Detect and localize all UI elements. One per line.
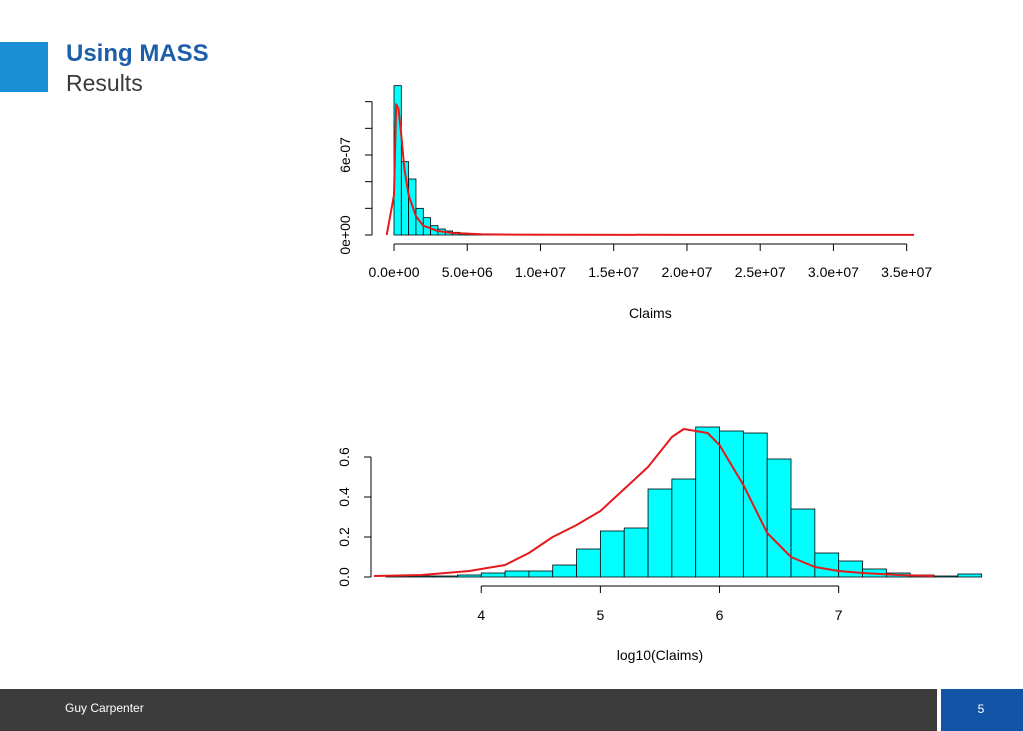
x-axis-label: log10(Claims) (617, 647, 703, 663)
slide-subtitle: Results (66, 70, 143, 96)
histogram-bar (671, 478, 697, 578)
accent-square (0, 42, 48, 92)
histogram-bar (457, 574, 482, 578)
x-tick-label: 5 (596, 607, 604, 623)
page-number: 5 (977, 702, 985, 716)
histogram-bar (933, 575, 959, 578)
x-tick-label: 2.0e+07 (661, 264, 712, 280)
histogram-bar (742, 432, 768, 578)
x-tick-label: 5.0e+06 (442, 264, 493, 280)
footer-bar: Guy Carpenter (0, 689, 937, 731)
x-tick-label: 2.5e+07 (735, 264, 786, 280)
footer-text: Guy Carpenter (65, 701, 144, 715)
histogram-charts: 0.0e+00 5.0e+06 1.0e+07 1.5e+07 2.0e+07 2.5e+… (336, 85, 983, 663)
density-curve (373, 428, 935, 577)
histogram-bar (695, 426, 720, 578)
histogram-bar (504, 570, 530, 578)
x-axis-label: Claims (629, 305, 672, 321)
y-tick-label: 6e-07 (337, 137, 353, 173)
histogram-bar (790, 508, 816, 578)
histogram-bar (433, 575, 458, 578)
x-tick-label: 4 (477, 607, 485, 623)
x-tick-label: 6 (716, 607, 724, 623)
x-tick-label: 3.5e+07 (881, 264, 932, 280)
histogram-bar (528, 570, 554, 578)
histogram-bar (552, 564, 577, 578)
y-tick-label: 0.4 (336, 487, 352, 507)
histogram-bar (957, 573, 983, 578)
page-number-box: 5 (941, 689, 1023, 731)
histogram-bar (838, 560, 863, 578)
histogram-bar (599, 530, 625, 578)
histogram-bar (480, 572, 506, 578)
y-tick-label: 0.2 (336, 527, 352, 547)
x-tick-label: 1.0e+07 (515, 264, 566, 280)
x-tick-label: 3.0e+07 (808, 264, 859, 280)
histogram-bar (814, 552, 840, 578)
density-curve (385, 103, 914, 236)
histogram-bar (576, 548, 601, 578)
slide-title: Using MASS (66, 40, 209, 67)
histogram-bar (647, 488, 673, 578)
y-tick-label: 0e+00 (337, 215, 353, 255)
y-tick-label: 0.6 (336, 447, 352, 467)
x-tick-label: 7 (835, 607, 843, 623)
x-tick-label: 1.5e+07 (588, 264, 639, 280)
histogram-bar (623, 527, 649, 578)
histogram-bar (766, 458, 792, 578)
x-tick-label: 0.0e+00 (369, 264, 420, 280)
y-tick-label: 0.0 (336, 567, 352, 587)
